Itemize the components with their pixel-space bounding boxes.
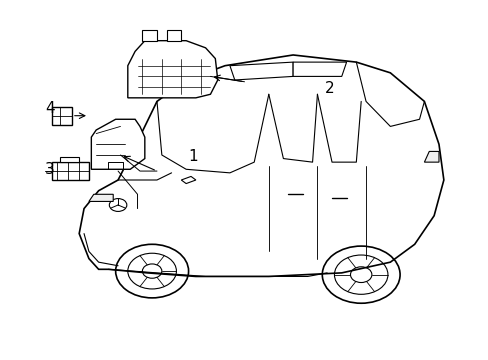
- Polygon shape: [89, 194, 113, 202]
- Polygon shape: [91, 119, 144, 169]
- Polygon shape: [292, 62, 346, 76]
- Polygon shape: [229, 62, 292, 80]
- Polygon shape: [52, 162, 89, 180]
- Polygon shape: [424, 152, 438, 162]
- Polygon shape: [52, 107, 72, 125]
- Text: 2: 2: [324, 81, 334, 96]
- Text: 1: 1: [188, 149, 198, 164]
- Polygon shape: [127, 41, 217, 98]
- Polygon shape: [60, 157, 79, 162]
- Polygon shape: [79, 55, 443, 276]
- Polygon shape: [142, 30, 157, 41]
- Text: 3: 3: [45, 162, 55, 177]
- Polygon shape: [166, 30, 181, 41]
- Polygon shape: [181, 176, 196, 184]
- Text: 4: 4: [45, 101, 55, 116]
